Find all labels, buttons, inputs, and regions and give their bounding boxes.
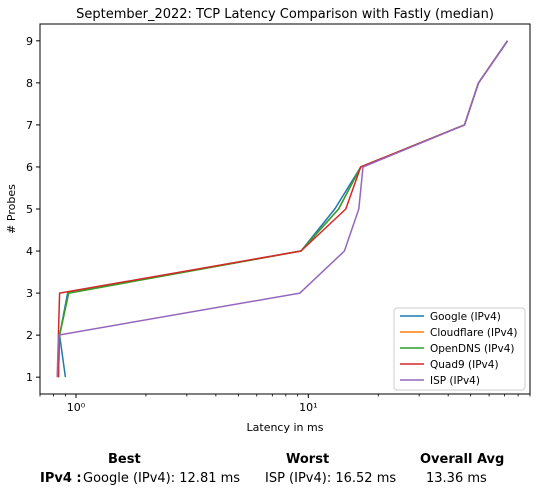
y-tick-label: 1 [26,371,33,384]
y-tick-label: 6 [26,161,33,174]
y-tick-label: 8 [26,77,33,90]
y-tick-label: 5 [26,203,33,216]
x-tick-label: 10⁰ [67,401,86,414]
legend: Google (IPv4) Cloudflare (IPv4) OpenDNS (I… [394,308,525,390]
chart-title: September_2022: TCP Latency Comparison w… [76,7,494,22]
legend-label: Google (IPv4) [430,311,501,323]
latency-chart: September_2022: TCP Latency Comparison w… [0,0,541,448]
y-axis: 1 2 3 4 5 6 7 8 9 [26,35,40,384]
best-header: Best [108,452,141,467]
y-tick-label: 2 [26,329,33,342]
avg-value: 13.36 ms [426,471,487,486]
y-tick-label: 9 [26,35,33,48]
y-axis-label: # Probes [5,184,18,234]
legend-label: ISP (IPv4) [430,375,480,387]
x-axis-label: Latency in ms [247,421,324,434]
ipv4-row-label: IPv4 : [40,471,82,486]
legend-label: Cloudflare (IPv4) [430,327,517,339]
legend-label: OpenDNS (IPv4) [430,343,515,355]
y-tick-label: 3 [26,287,33,300]
y-tick-label: 7 [26,119,33,132]
worst-value: ISP (IPv4): 16.52 ms [265,471,396,486]
x-tick-label: 10¹ [299,401,317,414]
avg-header: Overall Avg [420,452,504,467]
best-value: Google (IPv4): 12.81 ms [83,471,240,486]
worst-header: Worst [286,452,329,467]
summary-table: Best Worst Overall Avg IPv4 : Google (IP… [0,448,541,496]
legend-label: Quad9 (IPv4) [430,359,499,371]
x-axis: 10⁰ 10¹ [40,394,530,414]
y-tick-label: 4 [26,245,33,258]
